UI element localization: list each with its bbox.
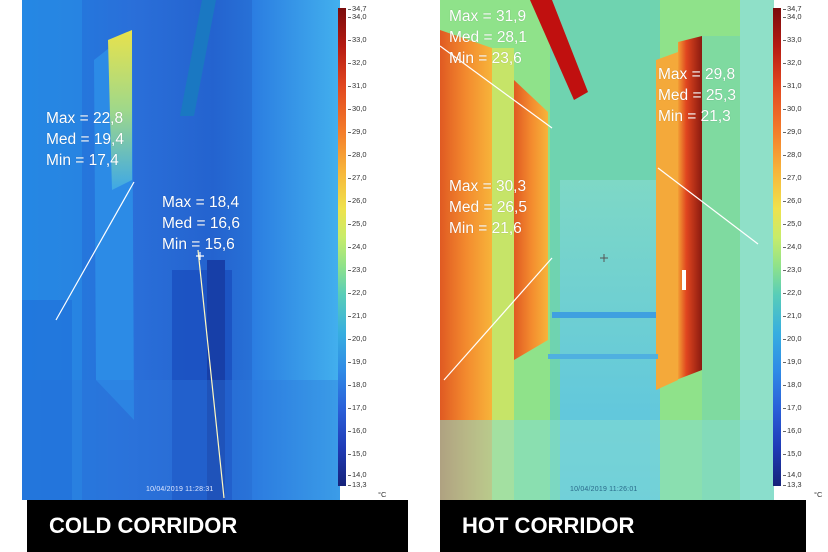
readout-min: Min = 21,3: [658, 108, 731, 125]
readout-min: Min = 15,6: [162, 236, 235, 253]
readout-max: Max = 18,4: [162, 194, 240, 211]
tick-label: 34,7: [783, 4, 802, 13]
tick-label: 33,0: [348, 35, 367, 44]
readout-max: Max = 31,9: [449, 8, 527, 25]
tick-label: 23,0: [783, 265, 802, 274]
cold-arrow-icon: [180, 0, 216, 116]
hot-readout-3: Max = 29,8 Med = 25,3 Min = 21,3: [658, 64, 736, 127]
cold-temperature-scale: [338, 8, 346, 486]
tick-label: 13,3: [783, 480, 802, 489]
tick-label: 34,0: [783, 12, 802, 21]
hot-readout-1: Max = 31,9 Med = 28,1 Min = 23,6: [449, 6, 527, 69]
tick-label: 26,0: [783, 196, 802, 205]
tick-label: 14,0: [783, 470, 802, 479]
tick-label: 28,0: [348, 150, 367, 159]
readout-med: Med = 26,5: [449, 199, 527, 216]
tick-label: 16,0: [783, 426, 802, 435]
tick-label: 15,0: [348, 449, 367, 458]
tick-label: 19,0: [783, 357, 802, 366]
cold-readout-2: Max = 18,4 Med = 16,6 Min = 15,6: [162, 192, 240, 255]
cold-readout-1: Max = 22,8 Med = 19,4 Min = 17,4: [46, 108, 124, 171]
tick-label: 17,0: [348, 403, 367, 412]
hot-corridor-label: HOT CORRIDOR: [440, 500, 806, 552]
tick-label: 13,3: [348, 480, 367, 489]
readout-max: Max = 29,8: [658, 66, 736, 83]
tick-label: 15,0: [783, 449, 802, 458]
tick-label: 27,0: [348, 173, 367, 182]
tick-label: 31,0: [348, 81, 367, 90]
cold-scale-unit: °C: [378, 490, 387, 499]
tick-label: 24,0: [783, 242, 802, 251]
tick-label: 16,0: [348, 426, 367, 435]
tick-label: 30,0: [348, 104, 367, 113]
tick-label: 34,0: [348, 12, 367, 21]
tick-label: 21,0: [783, 311, 802, 320]
hot-readout-2: Max = 30,3 Med = 26,5 Min = 21,6: [449, 176, 527, 239]
tick-label: 21,0: [348, 311, 367, 320]
tick-label: 30,0: [783, 104, 802, 113]
tick-label: 23,0: [348, 265, 367, 274]
tick-label: 26,0: [348, 196, 367, 205]
tick-label: 25,0: [348, 219, 367, 228]
tick-label: 34,7: [348, 4, 367, 13]
hot-corridor-thermal-image: [440, 0, 774, 500]
readout-min: Min = 23,6: [449, 50, 522, 67]
hot-scale-unit: °C: [814, 490, 823, 499]
readout-max: Max = 30,3: [449, 178, 527, 195]
tick-label: 29,0: [348, 127, 367, 136]
readout-med: Med = 16,6: [162, 215, 240, 232]
cold-corridor-thermal-image: [22, 0, 340, 500]
readout-med: Med = 25,3: [658, 87, 736, 104]
tick-label: 25,0: [783, 219, 802, 228]
tick-label: 18,0: [348, 380, 367, 389]
tick-label: 19,0: [348, 357, 367, 366]
readout-min: Min = 17,4: [46, 152, 119, 169]
hot-timestamp: 10/04/2019 11:26:01: [570, 486, 638, 493]
tick-label: 17,0: [783, 403, 802, 412]
hot-arrow-icon: [530, 0, 588, 100]
hot-temperature-scale: [773, 8, 781, 486]
tick-label: 20,0: [783, 334, 802, 343]
readout-min: Min = 21,6: [449, 220, 522, 237]
tick-label: 27,0: [783, 173, 802, 182]
tick-label: 22,0: [783, 288, 802, 297]
tick-label: 33,0: [783, 35, 802, 44]
tick-label: 18,0: [783, 380, 802, 389]
tick-label: 20,0: [348, 334, 367, 343]
tick-label: 31,0: [783, 81, 802, 90]
tick-label: 24,0: [348, 242, 367, 251]
tick-label: 29,0: [783, 127, 802, 136]
tick-label: 28,0: [783, 150, 802, 159]
tick-label: 32,0: [348, 58, 367, 67]
tick-label: 32,0: [783, 58, 802, 67]
readout-med: Med = 28,1: [449, 29, 527, 46]
cold-corridor-label: COLD CORRIDOR: [27, 500, 408, 552]
tick-label: 22,0: [348, 288, 367, 297]
readout-max: Max = 22,8: [46, 110, 124, 127]
tick-label: 14,0: [348, 470, 367, 479]
readout-med: Med = 19,4: [46, 131, 124, 148]
cold-timestamp: 10/04/2019 11:28:31: [146, 486, 214, 493]
